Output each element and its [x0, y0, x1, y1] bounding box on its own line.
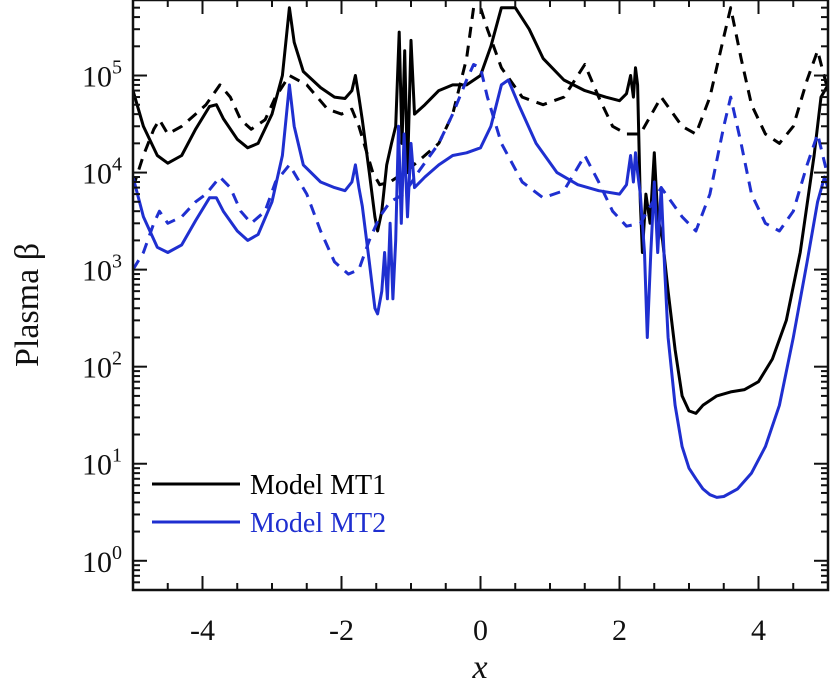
y-tick-label: 105	[82, 57, 122, 94]
y-axis-label: Plasma β	[9, 243, 46, 367]
y-tick-label: 104	[82, 154, 122, 191]
legend: Model MT1 Model MT2	[152, 470, 386, 539]
plot-area	[133, 6, 828, 499]
legend-label: Model MT2	[250, 508, 386, 539]
series-line-dashed-mt2	[133, 63, 828, 276]
series-line-solid-mt1	[133, 6, 828, 415]
x-tick-label: -2	[329, 614, 354, 647]
tick-labels: -4 -2 0 2 4 100 101 102 103 104 105	[82, 57, 766, 647]
axis-ticks	[132, 0, 829, 591]
x-tick-label: 4	[751, 614, 766, 647]
x-tick-label: -4	[190, 614, 215, 647]
y-tick-label: 102	[82, 348, 122, 385]
y-tick-label: 100	[82, 542, 122, 579]
x-tick-label: 2	[612, 614, 627, 647]
x-axis-label: x	[471, 649, 487, 686]
legend-label: Model MT1	[250, 470, 386, 501]
series-line-dashed-mt1	[133, 6, 828, 189]
y-tick-label: 103	[82, 251, 122, 288]
x-tick-label: 0	[473, 614, 488, 647]
series-line-solid-mt2	[133, 78, 828, 499]
y-tick-label: 101	[82, 445, 122, 482]
